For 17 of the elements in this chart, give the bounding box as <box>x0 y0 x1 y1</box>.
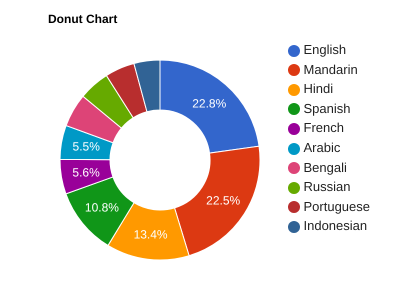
legend-label: English <box>304 42 346 57</box>
data-label: 10.8% <box>84 200 120 214</box>
data-label: 5.5% <box>72 140 100 154</box>
legend-label: Mandarin <box>304 62 358 77</box>
data-label: 22.8% <box>192 96 227 110</box>
legend-label: Indonesian <box>304 218 368 234</box>
legend-label: French <box>304 120 344 136</box>
legend-label: Portuguese <box>304 198 370 214</box>
data-label: 5.6% <box>72 166 100 180</box>
legend-label: Arabic <box>304 140 340 155</box>
legend-label: Bengali <box>304 160 347 175</box>
data-label: 22.5% <box>206 193 241 208</box>
data-label: 13.4% <box>134 227 168 242</box>
chart-title: Donut Chart <box>48 12 118 26</box>
legend-label: Russian <box>304 179 350 194</box>
legend-label: Spanish <box>304 100 350 116</box>
legend-label: Hindi <box>304 81 334 96</box>
